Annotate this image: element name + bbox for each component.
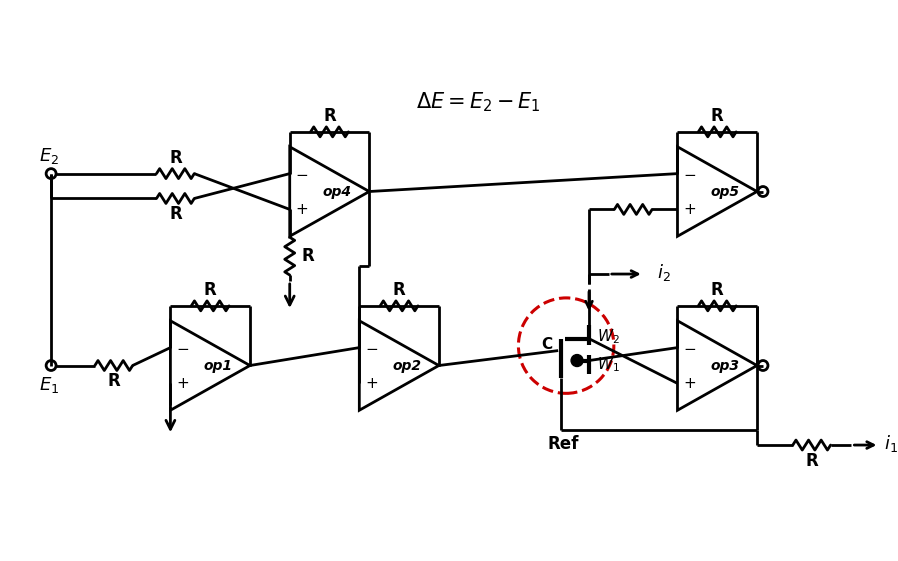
Text: op3: op3 <box>710 358 740 373</box>
Text: $-$: $-$ <box>682 340 696 355</box>
Text: R: R <box>711 281 724 299</box>
Text: R: R <box>323 107 336 125</box>
Text: R: R <box>169 205 181 223</box>
Text: $-$: $-$ <box>682 166 696 181</box>
Text: R: R <box>169 149 181 167</box>
Text: $+$: $+$ <box>365 376 378 391</box>
Text: $-$: $-$ <box>365 340 378 355</box>
Text: $+$: $+$ <box>682 376 696 391</box>
Text: R: R <box>711 107 724 125</box>
Text: C: C <box>541 337 553 352</box>
Text: R: R <box>108 373 120 390</box>
Text: $i_2$: $i_2$ <box>656 261 671 283</box>
Text: R: R <box>806 452 818 470</box>
Text: $W_1$: $W_1$ <box>597 355 620 374</box>
Text: op5: op5 <box>710 185 740 199</box>
Text: op1: op1 <box>204 358 233 373</box>
Text: $W_2$: $W_2$ <box>597 327 620 346</box>
Text: R: R <box>392 281 406 299</box>
Text: Ref: Ref <box>548 435 579 453</box>
Text: op4: op4 <box>323 185 352 199</box>
Text: $+$: $+$ <box>295 202 308 217</box>
Text: $\Delta E = E_2 - E_1$: $\Delta E = E_2 - E_1$ <box>416 90 541 114</box>
Text: $+$: $+$ <box>682 202 696 217</box>
Text: $+$: $+$ <box>176 376 189 391</box>
Text: op2: op2 <box>392 358 421 373</box>
Text: $E_1$: $E_1$ <box>39 375 59 396</box>
Circle shape <box>571 355 583 366</box>
Text: R: R <box>204 281 216 299</box>
Text: $i_1$: $i_1$ <box>885 433 898 453</box>
Text: $E_2$: $E_2$ <box>39 146 59 165</box>
Text: $-$: $-$ <box>295 166 308 181</box>
Text: R: R <box>301 247 314 265</box>
Text: $-$: $-$ <box>176 340 189 355</box>
